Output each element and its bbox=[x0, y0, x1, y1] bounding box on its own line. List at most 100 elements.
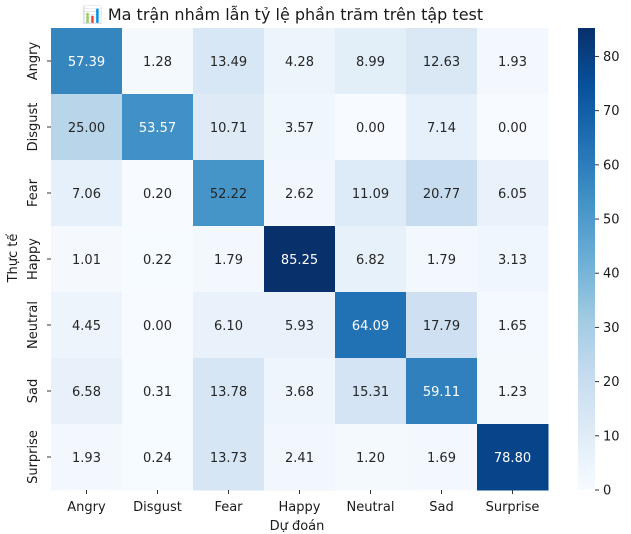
chart-title: 📊 Ma trận nhầm lẫn tỷ lệ phần trăm trên … bbox=[83, 5, 483, 24]
cell-value-label: 5.93 bbox=[285, 319, 314, 334]
cell-value-label: 6.05 bbox=[498, 187, 527, 202]
cell-value-label: 10.71 bbox=[210, 121, 247, 136]
cell-value-label: 2.41 bbox=[285, 451, 314, 466]
heatmap-cell bbox=[335, 292, 407, 359]
heatmap-cell bbox=[193, 94, 265, 161]
heatmap-cell bbox=[122, 94, 194, 161]
y-tick-label: Fear bbox=[26, 178, 41, 207]
cell-value-label: 3.57 bbox=[285, 121, 314, 136]
cell-value-label: 53.57 bbox=[139, 121, 176, 136]
cell-value-label: 6.82 bbox=[356, 253, 385, 268]
heatmap-cell bbox=[477, 292, 549, 359]
cell-value-label: 1.01 bbox=[72, 253, 101, 268]
cell-value-label: 85.25 bbox=[281, 253, 318, 268]
y-axis-ticks: Angry Disgust Fear Happy Neutral Sad Surprise bbox=[26, 41, 51, 484]
heatmap-cell bbox=[406, 292, 478, 359]
cell-value-label: 59.11 bbox=[423, 385, 460, 400]
heatmap-cell bbox=[51, 292, 123, 359]
cell-value-label: 1.79 bbox=[214, 253, 243, 268]
y-tick-label: Happy bbox=[26, 238, 41, 280]
colorbar-tick-label: 30 bbox=[603, 321, 620, 336]
heatmap-cell bbox=[264, 358, 336, 425]
colorbar-tick-label: 70 bbox=[603, 104, 620, 119]
colorbar-tick-label: 10 bbox=[603, 429, 620, 444]
heatmap-cell bbox=[51, 94, 123, 161]
cell-value-label: 2.62 bbox=[285, 187, 314, 202]
heatmap-cell bbox=[477, 424, 549, 491]
heatmap-cell bbox=[477, 226, 549, 293]
cell-value-label: 1.23 bbox=[498, 385, 527, 400]
cell-value-label: 0.22 bbox=[143, 253, 172, 268]
cell-value-label: 6.10 bbox=[214, 319, 243, 334]
heatmap-cell bbox=[51, 424, 123, 491]
colorbar-tick-label: 50 bbox=[603, 213, 620, 228]
heatmap-cell bbox=[335, 28, 407, 95]
heatmap-cell bbox=[335, 160, 407, 227]
colorbar-gradient bbox=[578, 28, 595, 490]
colorbar: 0 10 20 30 40 50 60 70 80 bbox=[578, 28, 620, 499]
cell-value-label: 57.39 bbox=[68, 55, 105, 70]
cell-value-label: 0.00 bbox=[356, 121, 385, 136]
heatmap-cell bbox=[477, 358, 549, 425]
cell-value-label: 20.77 bbox=[423, 187, 460, 202]
heatmap-cell bbox=[193, 226, 265, 293]
cell-value-label: 6.58 bbox=[72, 385, 101, 400]
heatmap-cells: 57.39 1.28 13.49 4.28 8.99 12.63 1.93 25.00 53.5… bbox=[51, 28, 549, 491]
colorbar-tick-label: 0 bbox=[603, 484, 611, 499]
colorbar-tick-label: 60 bbox=[603, 158, 620, 173]
cell-value-label: 1.93 bbox=[72, 451, 101, 466]
heatmap-cell bbox=[122, 292, 194, 359]
y-axis-label: Thực tế bbox=[6, 234, 21, 284]
y-tick-label: Surprise bbox=[26, 430, 41, 484]
cell-value-label: 1.20 bbox=[356, 451, 385, 466]
heatmap-cell bbox=[122, 424, 194, 491]
colorbar-tick-label: 40 bbox=[603, 267, 620, 282]
cell-value-label: 13.49 bbox=[210, 55, 247, 70]
heatmap-cell bbox=[193, 160, 265, 227]
x-tick-label: Surprise bbox=[486, 500, 540, 515]
x-tick-label: Fear bbox=[214, 500, 243, 515]
cell-value-label: 25.00 bbox=[68, 121, 105, 136]
cell-value-label: 1.28 bbox=[143, 55, 172, 70]
cell-value-label: 11.09 bbox=[352, 187, 389, 202]
x-tick-label: Neutral bbox=[347, 500, 395, 515]
y-tick-label: Neutral bbox=[26, 301, 41, 349]
y-tick-label: Sad bbox=[26, 379, 41, 403]
cell-value-label: 13.73 bbox=[210, 451, 247, 466]
x-tick-label: Angry bbox=[67, 500, 106, 515]
heatmap-cell bbox=[477, 160, 549, 227]
cell-value-label: 0.00 bbox=[498, 121, 527, 136]
heatmap-cell bbox=[264, 292, 336, 359]
cell-value-label: 0.31 bbox=[143, 385, 172, 400]
heatmap-cell bbox=[406, 226, 478, 293]
x-axis-ticks: Angry Disgust Fear Happy Neutral Sad Surprise bbox=[67, 490, 539, 515]
heatmap-cell bbox=[193, 28, 265, 95]
heatmap-cell bbox=[335, 94, 407, 161]
x-tick-label: Disgust bbox=[133, 500, 182, 515]
heatmap-cell bbox=[264, 160, 336, 227]
heatmap-cell bbox=[335, 358, 407, 425]
cell-value-label: 0.00 bbox=[143, 319, 172, 334]
heatmap-cell bbox=[406, 28, 478, 95]
y-tick-label: Disgust bbox=[26, 103, 41, 152]
cell-value-label: 7.06 bbox=[72, 187, 101, 202]
heatmap-cell bbox=[406, 160, 478, 227]
heatmap-cell bbox=[477, 28, 549, 95]
heatmap-cell bbox=[335, 226, 407, 293]
heatmap-cell bbox=[264, 28, 336, 95]
cell-value-label: 7.14 bbox=[427, 121, 456, 136]
heatmap-cell bbox=[193, 358, 265, 425]
heatmap-cell bbox=[122, 28, 194, 95]
heatmap-cell bbox=[51, 358, 123, 425]
y-tick-label: Angry bbox=[26, 41, 41, 80]
x-tick-label: Happy bbox=[279, 500, 321, 515]
cell-value-label: 3.68 bbox=[285, 385, 314, 400]
heatmap-cell bbox=[264, 424, 336, 491]
heatmap-cell bbox=[193, 292, 265, 359]
colorbar-tick-label: 80 bbox=[603, 50, 620, 65]
cell-value-label: 4.45 bbox=[72, 319, 101, 334]
heatmap-cell bbox=[264, 226, 336, 293]
heatmap-cell bbox=[477, 94, 549, 161]
cell-value-label: 1.93 bbox=[498, 55, 527, 70]
